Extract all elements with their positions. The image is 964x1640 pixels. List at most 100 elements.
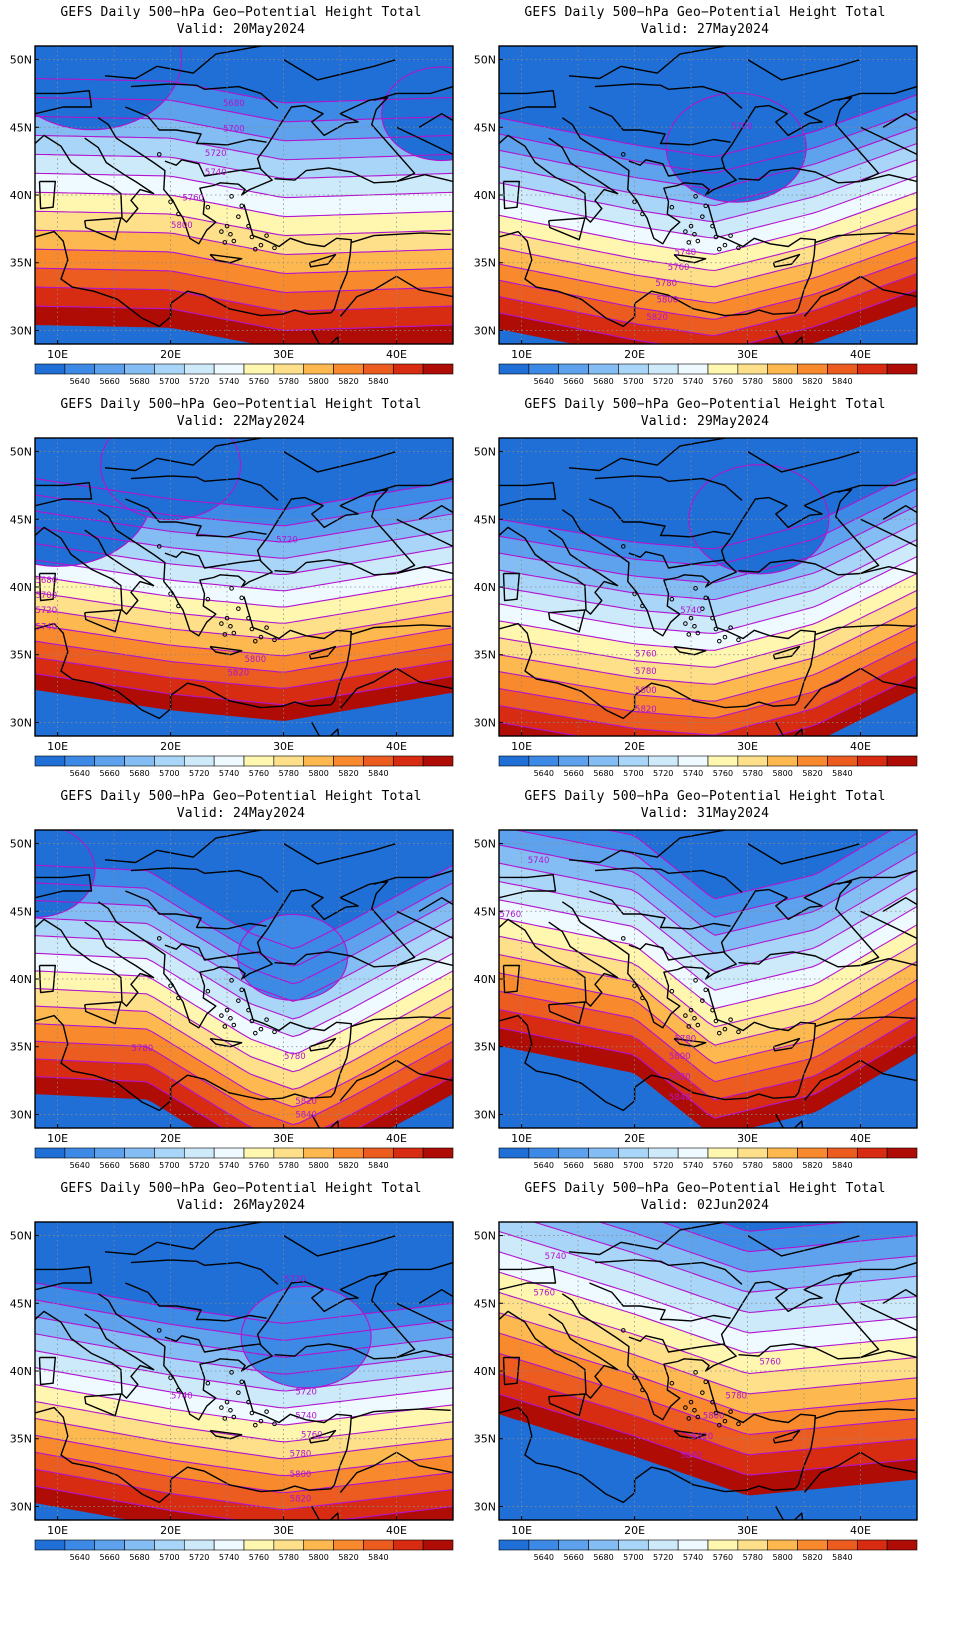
colorbar-tick-label: 5740 [219,769,239,778]
island [695,630,701,636]
colorbar-tick-label: 5640 [70,1161,90,1170]
contour-label: 5760 [533,1288,555,1298]
island [272,1421,277,1427]
coastline [97,96,416,245]
colorbar-swatch [827,1147,858,1159]
colorbar-swatch [94,1147,125,1159]
colorbar-tick-label: 5820 [802,1161,822,1170]
map-panel: GEFS Daily 500−hPa Geo−Potential Height … [464,392,946,802]
lon-tick-label: 20E [160,740,181,753]
colorbar-tick-label: 5840 [368,377,388,386]
height-band [35,478,453,526]
colorbar-tick-label: 5700 [159,377,179,386]
colorbar-tick-label: 5660 [99,1161,119,1170]
colorbar-tick-label: 5700 [159,1161,179,1170]
height-band [35,511,453,559]
coastline [594,83,743,109]
island [700,606,705,611]
height-band [35,988,453,1090]
coastline [396,518,453,548]
height-contour [499,990,917,1083]
colorbar-swatch [183,363,215,375]
coastline [499,874,557,899]
coastline [84,609,122,633]
colorbar: 5640 5660 5680 5700 5720 5740 5760 5780 5800 5820… [34,1539,454,1562]
island [669,1380,675,1386]
colorbar-swatch [273,1147,305,1159]
lon-tick-label: 10E [47,1524,68,1537]
lon-tick-label: 40E [850,740,871,753]
colorbar-tick-label: 5800 [308,377,328,386]
height-band [720,1222,847,1232]
coastline [568,1222,726,1256]
colorbar-swatch [124,755,155,767]
colorbar-swatch [707,755,739,767]
coastline [502,180,520,210]
coastline [499,482,557,507]
colorbar-tick-label: 5700 [623,769,643,778]
height-contour [35,1023,453,1108]
height-band [35,673,453,721]
height-band [35,1333,453,1391]
colorbar-swatch [273,755,305,767]
colorbar-tick-label: 5840 [368,1553,388,1562]
height-contour [35,229,453,256]
lon-tick-label: 20E [160,1524,181,1537]
colorbar-swatch [392,1539,424,1551]
coastline [837,869,917,885]
island [222,1024,228,1029]
lat-tick-label: 50N [474,446,496,459]
height-contour [35,575,453,608]
colorbar-swatch [767,755,798,767]
height-contour [35,494,453,527]
height-band [499,488,917,583]
coastline [561,880,880,1029]
map-panel: GEFS Daily 500−hPa Geo−Potential Height … [0,784,482,1194]
island [686,632,692,637]
contour-label: 5800 [703,1412,725,1422]
colorbar-swatch [333,1539,364,1551]
height-band [35,1418,453,1476]
island [228,1407,233,1413]
colorbar-tick-label: 5820 [802,1553,822,1562]
lon-tick-label: 20E [160,348,181,361]
colorbar-swatch [797,363,828,375]
coastline [747,450,861,473]
coastline [84,217,122,241]
island [710,1399,715,1405]
height-band [599,1222,917,1272]
island [249,234,255,240]
colorbar-swatch [886,755,918,767]
lon-tick-label: 10E [47,740,68,753]
panel-title: GEFS Daily 500−hPa Geo−Potential Height … [524,397,886,412]
height-band [499,208,917,287]
island [231,238,237,244]
height-contour [35,624,453,657]
coastline [104,46,262,80]
colorbar-swatch [124,1539,155,1551]
height-band [499,1231,917,1333]
height-band [35,249,453,293]
colorbar-tick-label: 5840 [832,377,852,386]
colorbar-tick-label: 5780 [743,769,763,778]
colorbar-tick-label: 5780 [279,1161,299,1170]
colorbar-swatch [737,1539,769,1551]
coastline [628,551,725,569]
contour-label: 5780 [290,1450,312,1460]
island [713,1410,719,1416]
colorbar-swatch [94,363,125,375]
lon-tick-label: 30E [737,348,758,361]
map-panel: GEFS Daily 500−hPa Geo−Potential Height … [0,1176,482,1586]
height-band [499,936,917,1046]
height-band [35,135,453,179]
island [716,246,722,252]
coastline [351,1408,451,1420]
colorbar-swatch [856,755,888,767]
island [700,1390,705,1395]
island [156,544,162,549]
colorbar-swatch [737,755,769,767]
island [229,194,234,199]
height-band [35,1452,453,1510]
colorbar: 5640 5660 5680 5700 5720 5740 5760 5780 5800 5820… [498,1147,918,1170]
lat-tick-label: 30N [474,324,496,337]
